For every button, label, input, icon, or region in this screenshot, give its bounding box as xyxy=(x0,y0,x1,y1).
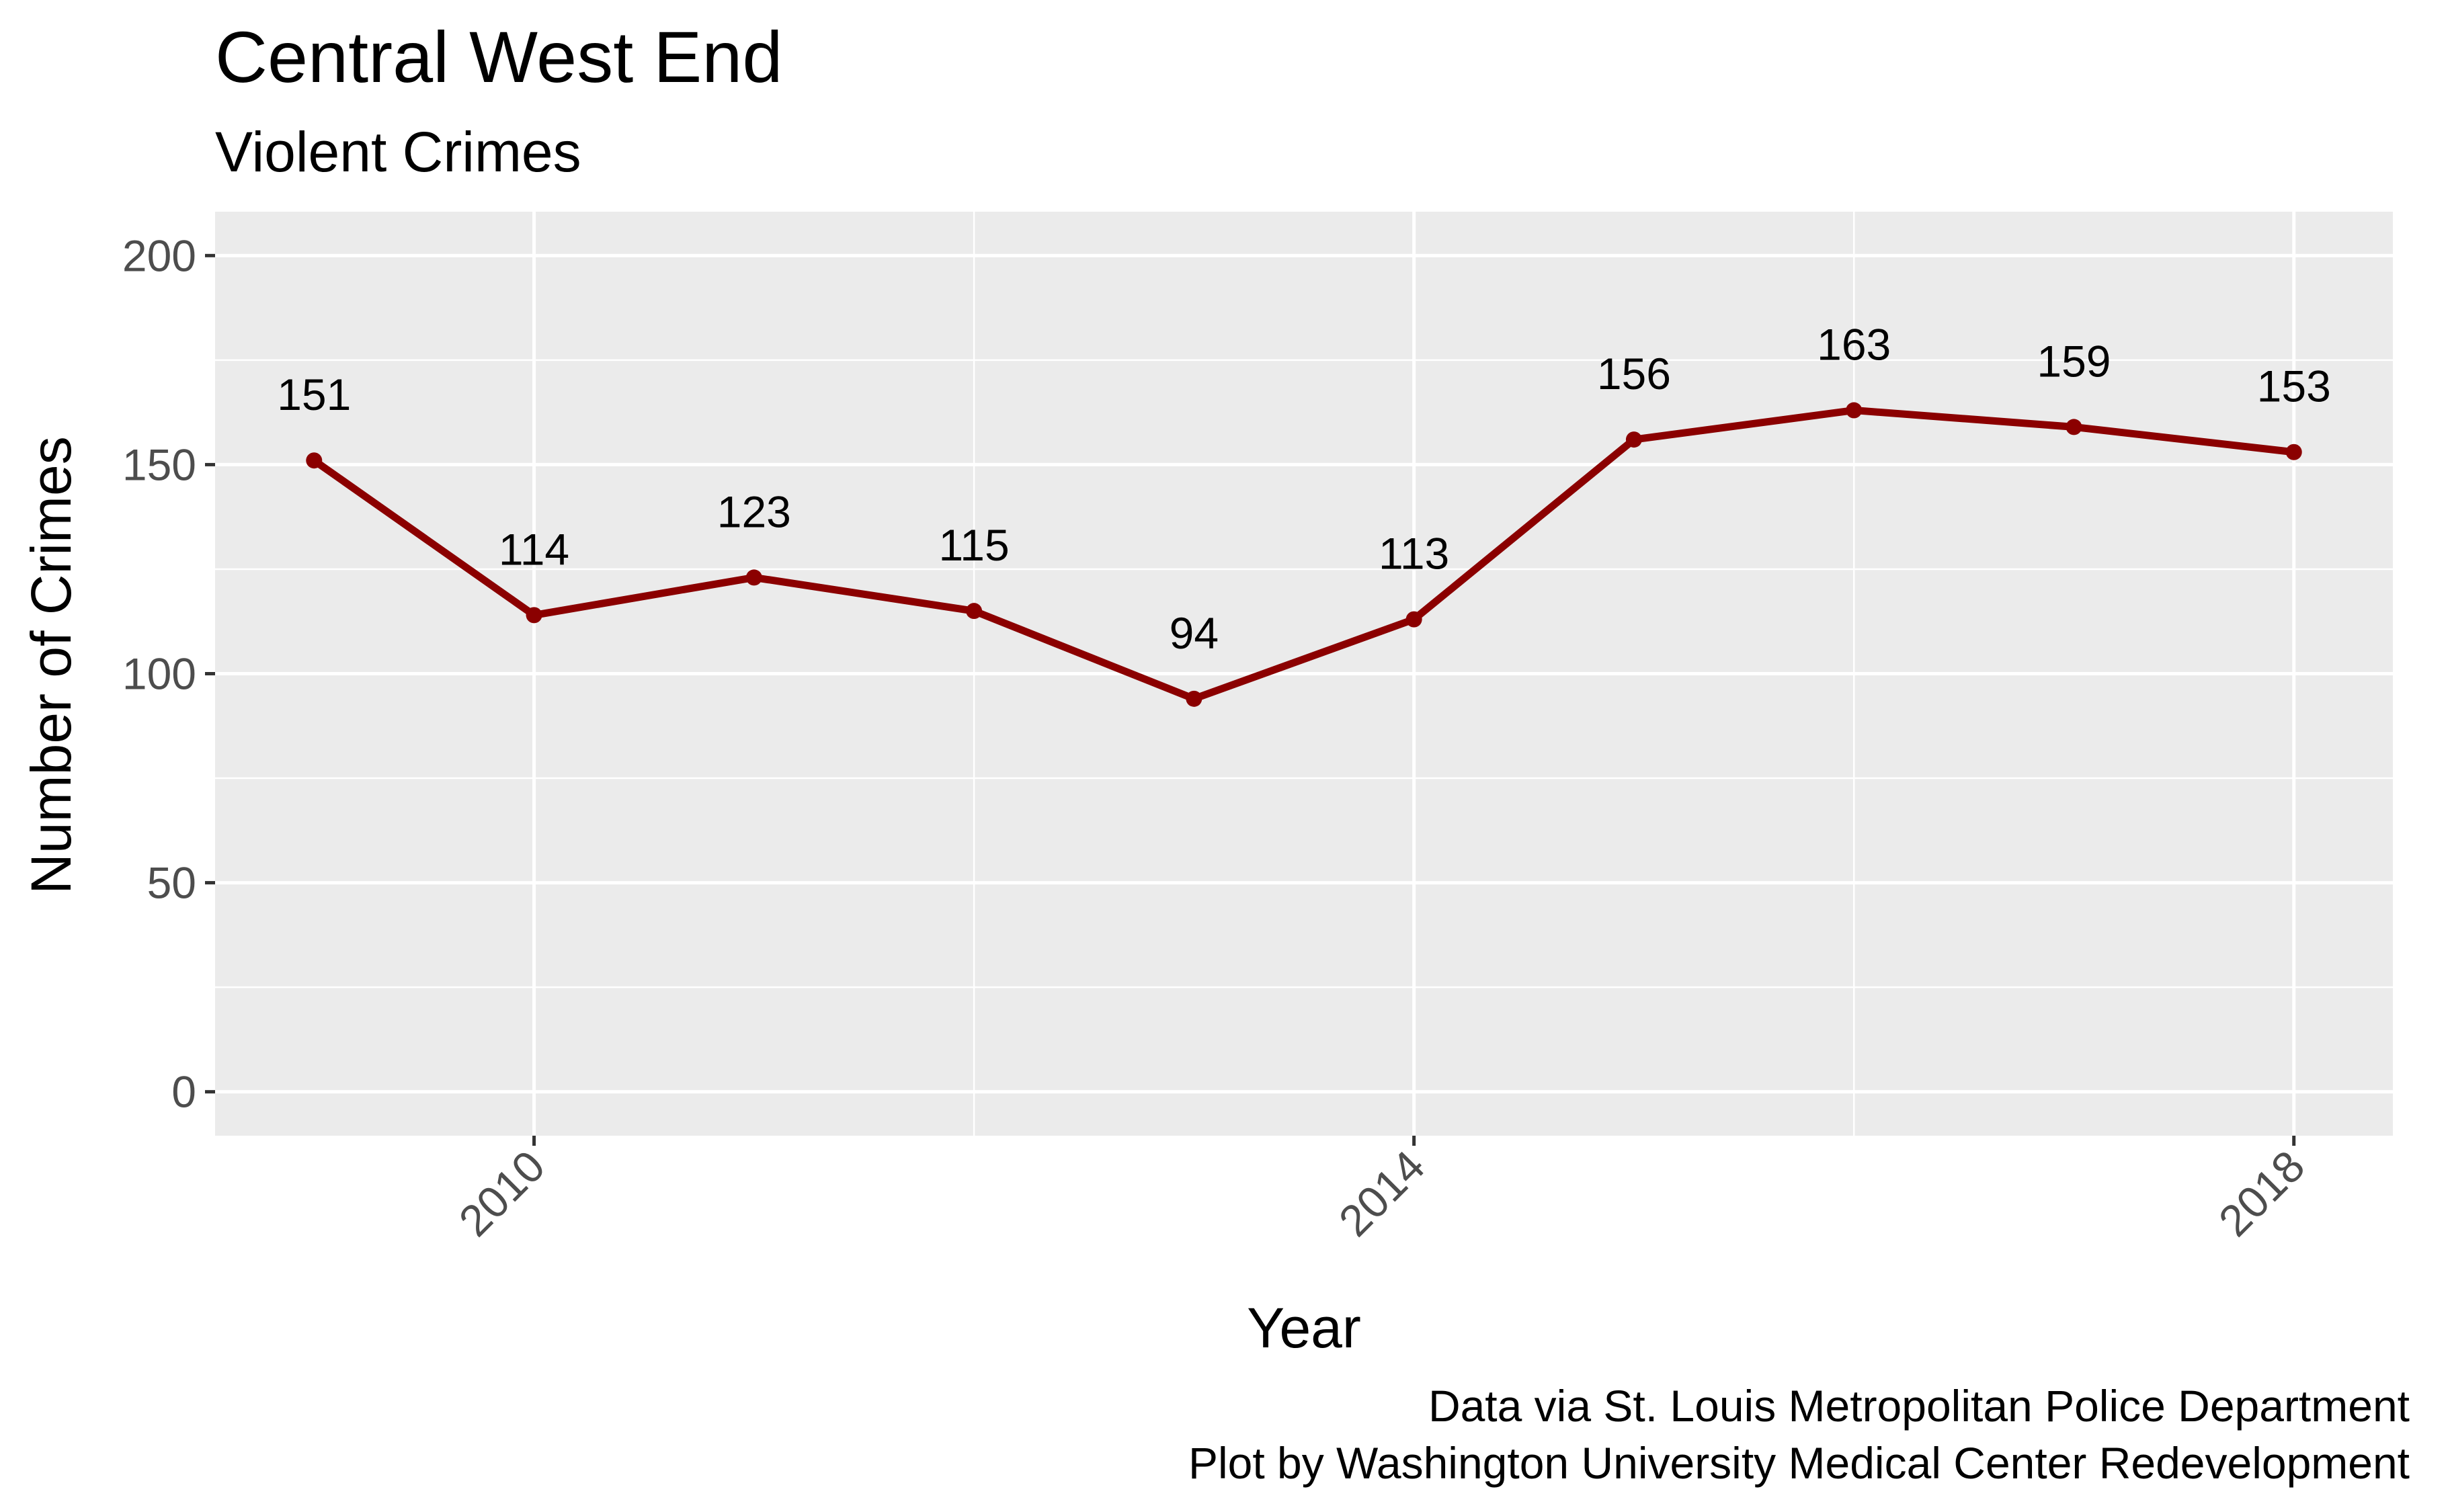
chart-title: Central West End xyxy=(215,16,782,97)
series-line xyxy=(310,407,2298,703)
data-point xyxy=(966,603,983,620)
caption-source: Data via St. Louis Metropolitan Police D… xyxy=(1428,1381,2410,1431)
data-point xyxy=(1405,611,1422,628)
data-label: 151 xyxy=(277,370,351,419)
data-point xyxy=(306,452,323,469)
data-point xyxy=(526,607,542,624)
y-tick-label: 0 xyxy=(171,1067,196,1117)
caption-credit: Plot by Washington University Medical Ce… xyxy=(1188,1438,2410,1488)
y-tick-label: 50 xyxy=(147,858,196,908)
data-label: 94 xyxy=(1170,608,1219,658)
data-label: 159 xyxy=(2037,336,2111,386)
data-label: 156 xyxy=(1597,349,1671,398)
data-label: 114 xyxy=(499,524,569,574)
y-tick-label: 200 xyxy=(122,230,196,280)
series-layer xyxy=(306,402,2302,707)
data-labels: 151 114 123 115 94 113 156 163 159 153 xyxy=(277,320,2331,658)
data-point xyxy=(2066,419,2082,435)
data-point xyxy=(1186,690,1202,707)
data-label: 113 xyxy=(1379,529,1449,579)
chart-subtitle: Violent Crimes xyxy=(215,120,581,183)
data-point xyxy=(1625,431,1642,448)
data-label: 163 xyxy=(1817,320,1891,370)
grid-lines xyxy=(215,212,2393,1136)
y-tick-label: 150 xyxy=(122,439,196,489)
data-label: 123 xyxy=(717,487,791,536)
data-label: 153 xyxy=(2257,362,2331,411)
data-point xyxy=(745,569,762,586)
x-tick-label: 2014 xyxy=(1329,1141,1434,1246)
x-tick-label: 2018 xyxy=(2209,1141,2314,1246)
y-tick-label: 100 xyxy=(122,649,196,699)
data-point xyxy=(1846,402,1863,419)
y-axis-title: Number of Crimes xyxy=(19,436,83,894)
data-label: 115 xyxy=(938,520,1009,570)
data-point xyxy=(2285,444,2302,460)
x-tick-label: 2010 xyxy=(449,1141,554,1246)
x-axis-title: Year xyxy=(1247,1296,1361,1359)
